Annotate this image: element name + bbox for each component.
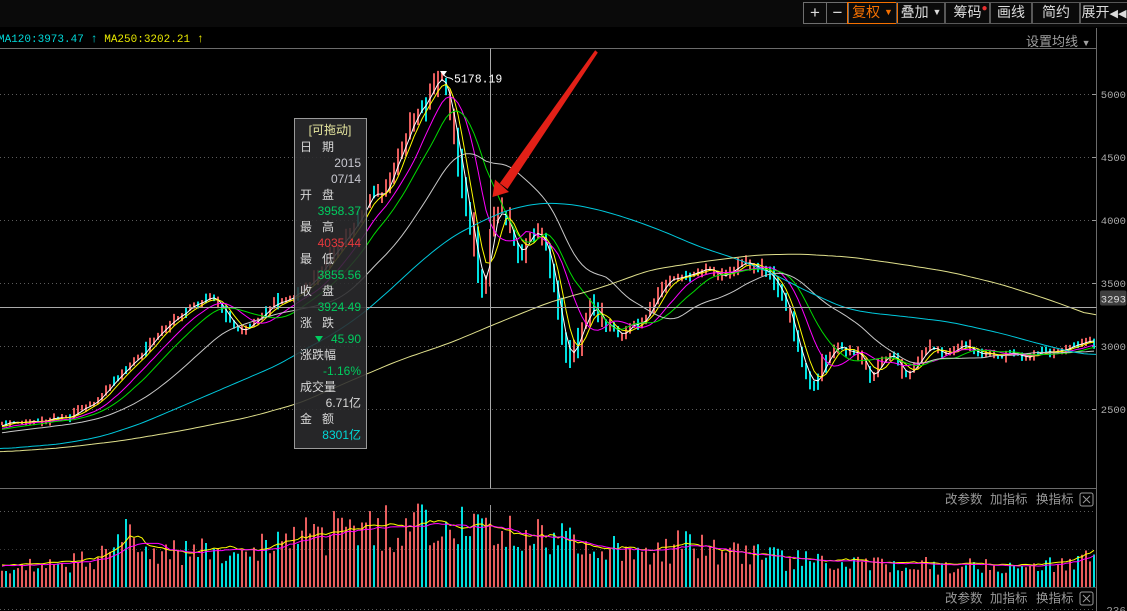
- svg-text:最: 最: [300, 220, 312, 234]
- svg-text:收: 收: [300, 284, 312, 298]
- svg-text:5000: 5000: [1101, 90, 1126, 102]
- svg-text:3500: 3500: [1101, 279, 1126, 291]
- svg-text:涨: 涨: [300, 315, 312, 330]
- svg-text:盘: 盘: [322, 283, 334, 298]
- svg-text:高: 高: [322, 219, 334, 234]
- svg-text:盘: 盘: [322, 187, 334, 202]
- svg-text:45.90: 45.90: [331, 332, 361, 346]
- svg-text:4000: 4000: [1101, 216, 1126, 228]
- svg-text:3855.56: 3855.56: [318, 268, 362, 282]
- svg-text:[可拖动]: [可拖动]: [309, 123, 352, 137]
- svg-text:4035.44: 4035.44: [318, 236, 362, 250]
- svg-text:4500: 4500: [1101, 153, 1126, 165]
- svg-text:最: 最: [300, 252, 312, 266]
- svg-text:3958.37: 3958.37: [318, 204, 362, 218]
- svg-text:涨跌幅: 涨跌幅: [300, 347, 336, 362]
- svg-text:加指标: 加指标: [990, 492, 1028, 507]
- svg-text:07/14: 07/14: [331, 172, 361, 186]
- svg-text:5178.19: 5178.19: [454, 74, 502, 87]
- svg-text:期: 期: [322, 140, 334, 154]
- svg-text:-1.16%: -1.16%: [323, 364, 361, 378]
- svg-text:成交量: 成交量: [300, 379, 336, 394]
- svg-text:跌: 跌: [322, 315, 334, 330]
- svg-text:2500: 2500: [1101, 405, 1126, 417]
- svg-text:开: 开: [300, 188, 312, 202]
- svg-text:额: 额: [322, 412, 334, 426]
- svg-text:2015: 2015: [334, 156, 361, 170]
- svg-text:改参数: 改参数: [945, 492, 983, 507]
- svg-text:3000: 3000: [1101, 342, 1126, 354]
- svg-text:3293: 3293: [1101, 295, 1126, 307]
- svg-text:8301亿: 8301亿: [322, 427, 361, 442]
- svg-text:换指标: 换指标: [1036, 591, 1074, 606]
- svg-text:换指标: 换指标: [1036, 492, 1074, 507]
- svg-text:236: 236: [1106, 607, 1126, 611]
- svg-text:3924.49: 3924.49: [318, 300, 362, 314]
- svg-text:日: 日: [300, 140, 312, 154]
- svg-text:加指标: 加指标: [990, 591, 1028, 606]
- svg-text:6.71亿: 6.71亿: [326, 395, 361, 410]
- svg-text:低: 低: [322, 252, 334, 266]
- svg-text:改参数: 改参数: [945, 591, 983, 606]
- svg-text:金: 金: [300, 411, 312, 426]
